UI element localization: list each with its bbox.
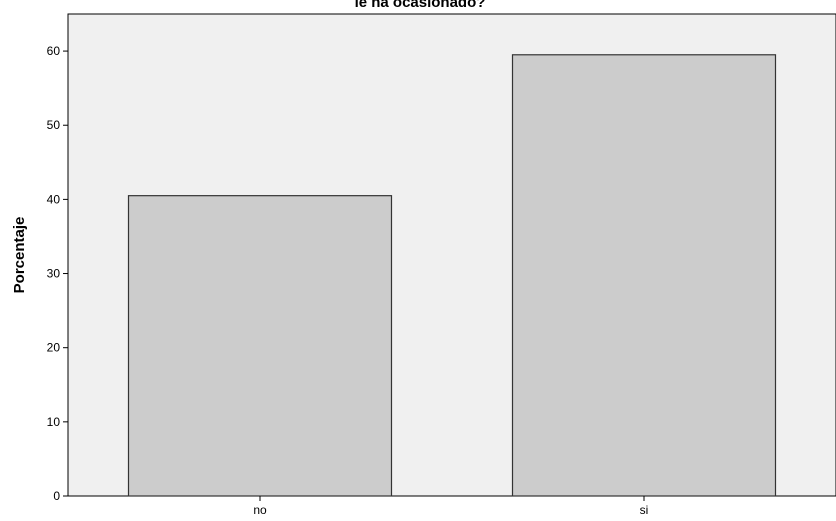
y-tick-label-40: 40 — [47, 192, 61, 206]
bar-si — [511, 54, 777, 497]
bar-no — [127, 195, 393, 497]
y-tick-label-50: 50 — [47, 118, 61, 132]
x-axis: no si — [253, 496, 648, 517]
x-tick-label-si: si — [640, 503, 649, 517]
y-tick-label-30: 30 — [47, 267, 61, 281]
y-tick-label-20: 20 — [47, 341, 61, 355]
y-tick-label-10: 10 — [47, 415, 61, 429]
chart-title: le ha ocasionado? — [355, 0, 486, 11]
y-tick-label-60: 60 — [47, 44, 61, 58]
y-tick-label-0: 0 — [53, 489, 60, 503]
y-axis: 0 10 20 30 40 50 60 — [47, 44, 68, 503]
y-axis-title: Porcentaje — [11, 217, 28, 294]
x-tick-label-no: no — [253, 503, 267, 517]
